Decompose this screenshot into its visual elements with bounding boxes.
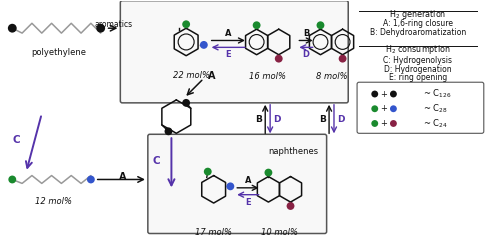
Circle shape — [275, 55, 282, 63]
Circle shape — [96, 24, 105, 33]
Text: 12 mol%: 12 mol% — [35, 197, 72, 206]
Text: E: E — [226, 50, 231, 59]
Text: B: B — [255, 114, 262, 124]
Text: +: + — [380, 119, 387, 128]
Text: D: D — [338, 114, 345, 124]
Text: 17 mol%: 17 mol% — [195, 228, 232, 237]
Text: E: ring opening: E: ring opening — [389, 73, 447, 82]
Circle shape — [390, 120, 397, 127]
Text: B: B — [319, 114, 326, 124]
Circle shape — [372, 105, 378, 112]
FancyBboxPatch shape — [357, 82, 484, 133]
Text: 8 mol%: 8 mol% — [316, 72, 348, 81]
Circle shape — [182, 99, 190, 107]
FancyBboxPatch shape — [120, 1, 348, 103]
Text: ~ C$_{126}$: ~ C$_{126}$ — [423, 88, 452, 100]
Text: ~ C$_{28}$: ~ C$_{28}$ — [423, 103, 448, 115]
Text: A: A — [225, 28, 232, 38]
Text: B: Dehydroaromatization: B: Dehydroaromatization — [370, 28, 466, 37]
Circle shape — [182, 20, 190, 28]
Text: A: A — [208, 71, 216, 81]
Text: B: B — [303, 28, 309, 38]
Circle shape — [338, 55, 346, 63]
Text: 16 mol%: 16 mol% — [249, 72, 286, 81]
Circle shape — [372, 120, 378, 127]
Text: E: E — [245, 198, 250, 207]
Text: aromatics: aromatics — [95, 20, 133, 29]
Circle shape — [372, 91, 378, 98]
Text: naphthenes: naphthenes — [268, 147, 319, 156]
Text: A: A — [244, 176, 251, 185]
Text: ~ C$_{24}$: ~ C$_{24}$ — [423, 117, 448, 130]
Circle shape — [316, 21, 324, 29]
Circle shape — [226, 182, 234, 190]
Circle shape — [252, 21, 260, 29]
Circle shape — [200, 41, 208, 49]
Text: C: C — [12, 135, 20, 145]
Circle shape — [390, 105, 397, 112]
Text: H$_2$ generation: H$_2$ generation — [390, 8, 446, 21]
Circle shape — [8, 24, 16, 33]
Text: D: D — [274, 114, 281, 124]
Circle shape — [390, 91, 397, 98]
Text: polyethylene: polyethylene — [31, 48, 86, 57]
FancyBboxPatch shape — [148, 134, 326, 234]
Circle shape — [87, 175, 95, 183]
Circle shape — [204, 168, 212, 175]
Text: 10 mol%: 10 mol% — [261, 228, 298, 237]
Text: 22 mol%: 22 mol% — [172, 71, 210, 80]
Circle shape — [264, 169, 272, 177]
Text: H$_2$ consumption: H$_2$ consumption — [385, 43, 451, 56]
Text: C: C — [152, 156, 160, 166]
Circle shape — [8, 175, 16, 183]
Text: A: A — [118, 172, 126, 182]
Text: A: 1,6-ring closure: A: 1,6-ring closure — [383, 19, 453, 28]
Text: D: D — [302, 50, 310, 59]
Text: D: Hydrogenation: D: Hydrogenation — [384, 65, 452, 74]
Circle shape — [164, 127, 172, 135]
Circle shape — [286, 202, 294, 210]
Text: +: + — [380, 90, 387, 98]
Text: +: + — [380, 104, 387, 113]
Text: C: Hydrogenolysis: C: Hydrogenolysis — [384, 56, 452, 65]
